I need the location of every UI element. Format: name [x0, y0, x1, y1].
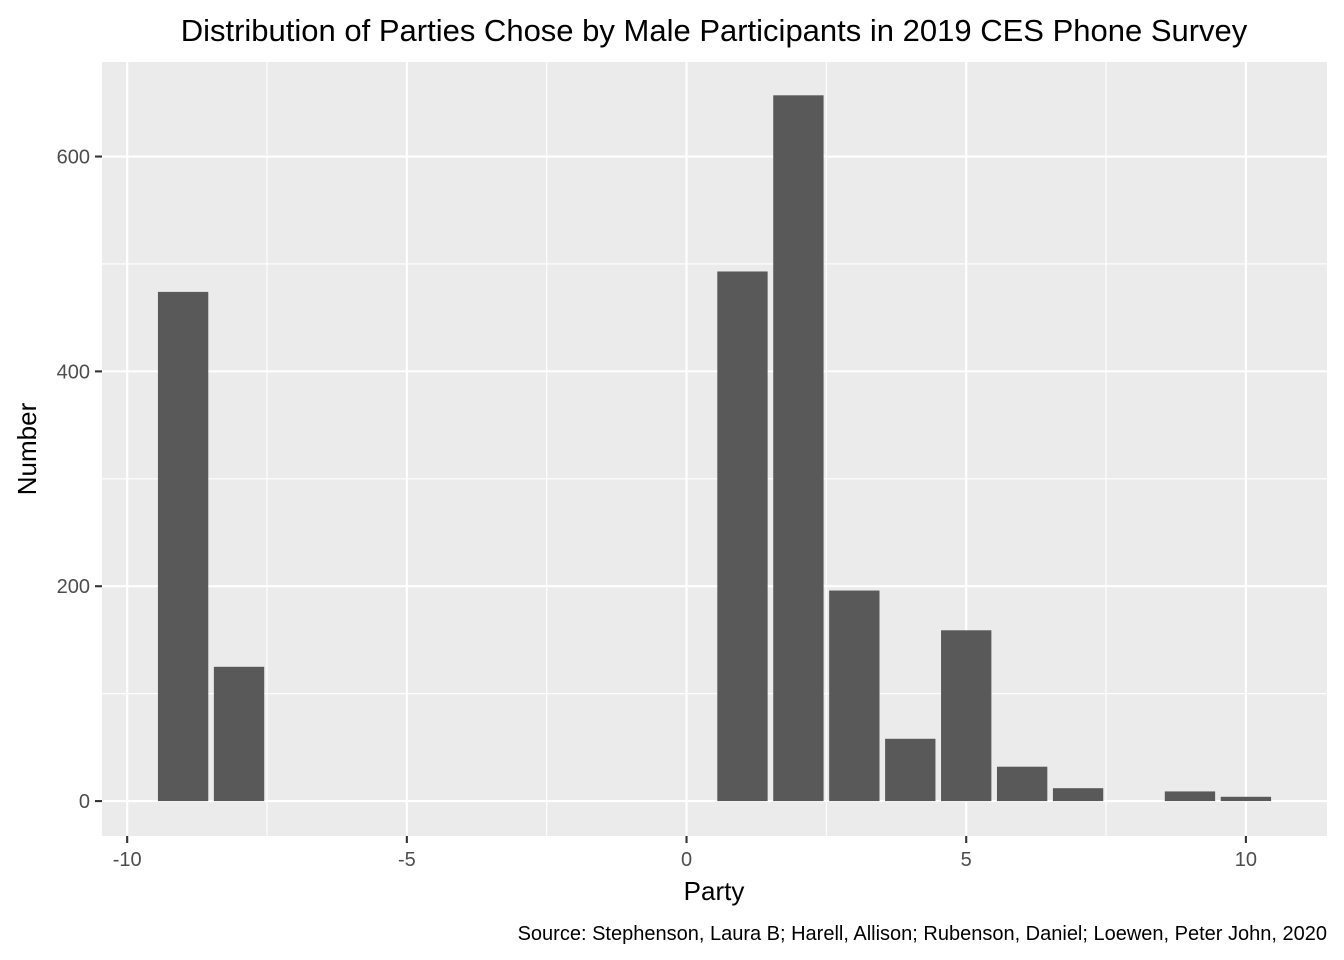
x-axis-title: Party [684, 876, 745, 906]
bar [157, 291, 209, 802]
bar [1052, 788, 1104, 802]
bar [1164, 791, 1216, 802]
bar [996, 766, 1048, 802]
x-tick-label: -10 [113, 849, 142, 871]
y-tick-label: 200 [57, 576, 90, 598]
y-axis-title: Number [12, 402, 42, 495]
bar [885, 738, 936, 802]
bar [829, 590, 880, 802]
x-tick-label: 0 [681, 849, 692, 871]
y-tick-label: 0 [79, 791, 90, 813]
grid-lines [102, 62, 1327, 836]
bar [1220, 796, 1272, 802]
x-tick-label: 5 [961, 849, 972, 871]
bar [213, 666, 265, 802]
bar [773, 95, 824, 802]
bar [717, 271, 768, 802]
axes: -10 -5 0 5 10 0 200 400 600 [57, 147, 1257, 871]
bars [157, 95, 1272, 802]
y-tick-label: 400 [57, 361, 90, 383]
x-tick-label: 10 [1235, 849, 1257, 871]
source-caption: Source: Stephenson, Laura B; Harell, All… [518, 923, 1327, 945]
bar [941, 630, 992, 802]
plot-panel [102, 62, 1327, 836]
y-tick-label: 600 [57, 147, 90, 169]
chart-title: Distribution of Parties Chose by Male Pa… [181, 13, 1248, 48]
x-tick-label: -5 [398, 849, 416, 871]
